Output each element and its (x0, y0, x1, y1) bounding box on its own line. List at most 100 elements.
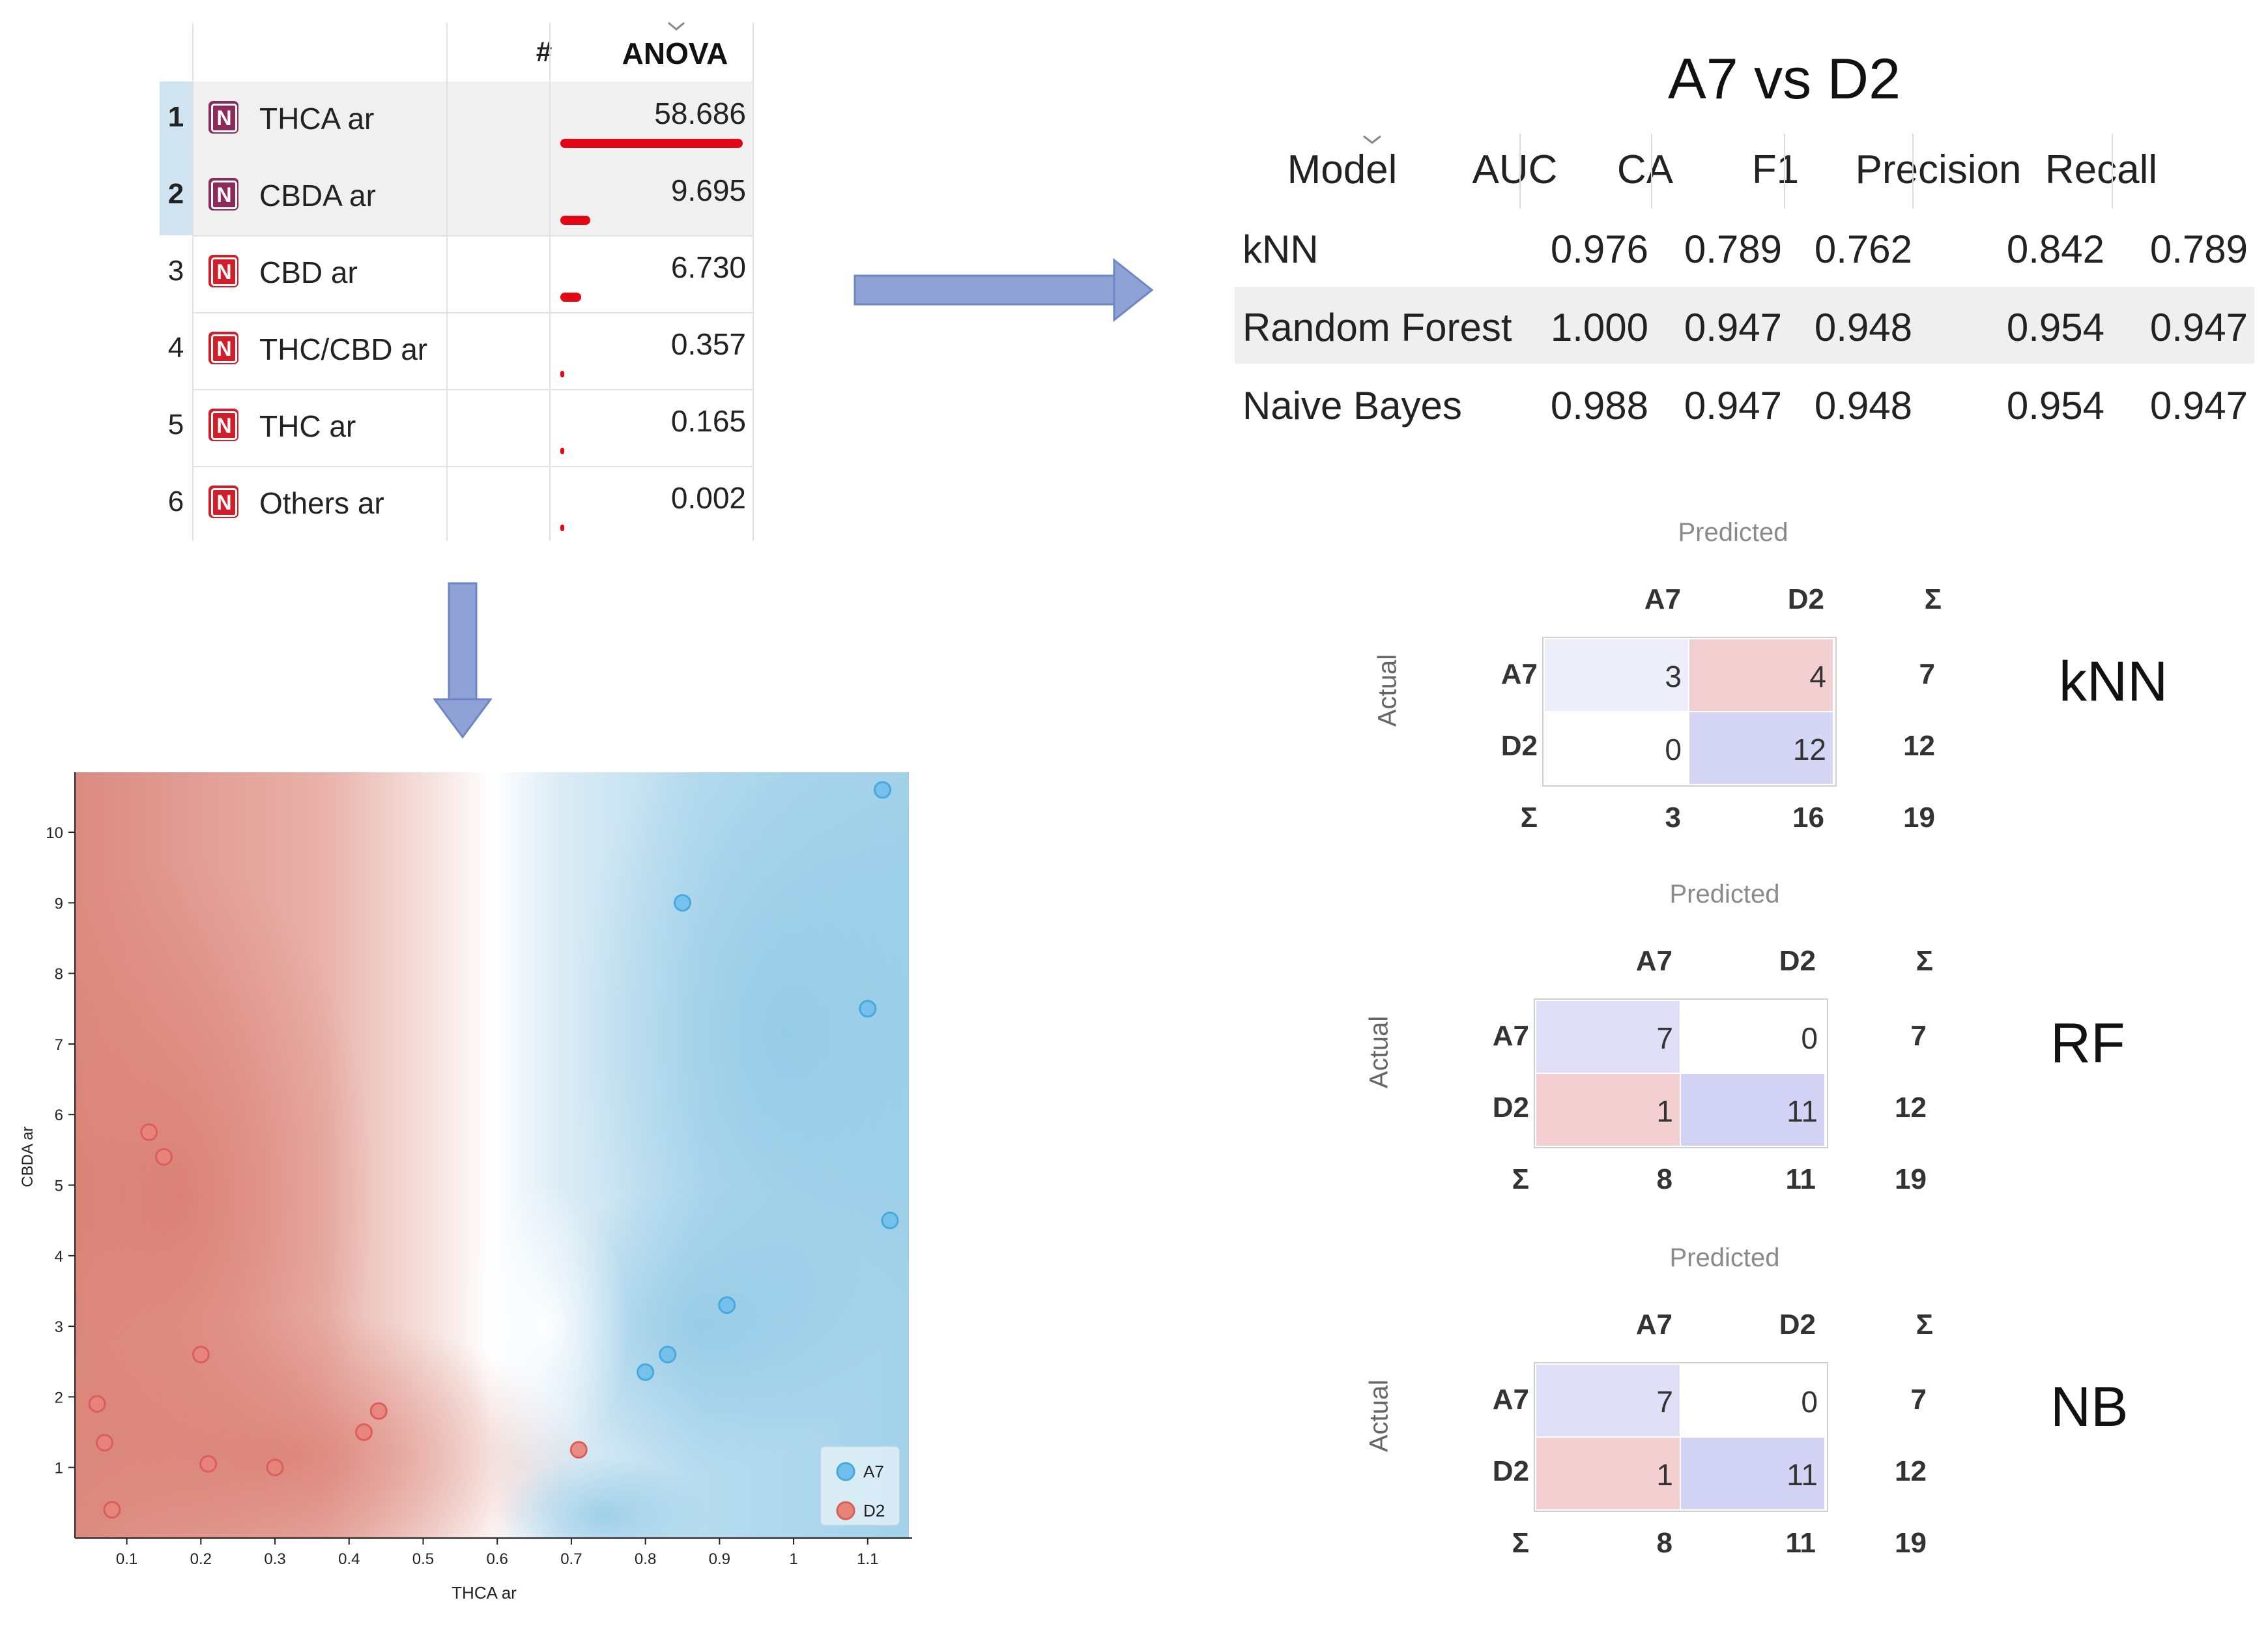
ca-column-header[interactable]: CA (1616, 147, 1674, 192)
numeric-variable-icon: N (208, 101, 238, 134)
rank-row[interactable]: 4 N THC/CBD ar 0.357 (160, 312, 754, 389)
rank-row[interactable]: 2 N CBDA ar 9.695 (160, 158, 754, 235)
precision-value: 0.954 (2006, 306, 2104, 349)
matrix-cell[interactable]: 1 (1536, 1074, 1680, 1146)
f1-value: 0.948 (1814, 384, 1912, 428)
row-index: 4 (167, 332, 184, 364)
actual-class-a7: A7 (1500, 658, 1538, 690)
data-point-a7[interactable] (881, 1212, 899, 1230)
cell-count: 0 (1801, 1021, 1818, 1055)
y-tick-label: 9 (55, 895, 63, 912)
anova-column-header[interactable]: ANOVA (622, 36, 728, 70)
score-bar (560, 216, 591, 225)
ca-value: 0.947 (1684, 306, 1782, 349)
feature-rank-table: # ANOVA 1 N THCA ar 58.686 2 N CBDA ar 9.695 3 N C… (160, 22, 754, 543)
matrix-cell[interactable]: 11 (1681, 1438, 1824, 1509)
sigma-row-header: Σ (1512, 1163, 1529, 1195)
f1-column-header[interactable]: F1 (1751, 147, 1800, 192)
row-total: 7 (1910, 1384, 1927, 1415)
metrics-row-random-forest[interactable]: Random Forest 1.000 0.947 0.948 0.954 0.… (1235, 287, 2254, 364)
matrix-cell[interactable]: 4 (1689, 639, 1833, 711)
matrix-cell[interactable]: 7 (1536, 1001, 1680, 1073)
confusion-matrix-knn: Predicted A7 D2 Σ Actual A7 D2 Σ 3 4 0 12 7 12 3 16 19 kN… (1342, 505, 2168, 850)
matrix-cell[interactable]: 0 (1545, 712, 1688, 784)
column-total: 3 (1665, 802, 1681, 834)
sort-chevron-icon (1363, 135, 1381, 144)
matrix-cell[interactable]: 1 (1536, 1438, 1680, 1509)
recall-column-header[interactable]: Recall (2045, 147, 2158, 192)
matrix-cell[interactable]: 7 (1536, 1365, 1680, 1436)
matrix-cell[interactable]: 0 (1681, 1365, 1824, 1436)
numeric-variable-icon: N (208, 255, 238, 287)
row-index: 2 (167, 178, 184, 210)
data-point-a7[interactable] (874, 781, 892, 799)
score-bar (560, 371, 564, 377)
matrix-cell[interactable]: 3 (1545, 639, 1688, 711)
y-tick-label: 1 (55, 1460, 63, 1477)
x-tick-label: 0.6 (486, 1550, 508, 1568)
cell-count: 4 (1809, 660, 1826, 693)
data-point-d2[interactable] (103, 1501, 121, 1519)
x-tick-label: 0.3 (264, 1550, 285, 1568)
decision-regions (75, 772, 909, 1538)
recall-value: 0.947 (2149, 306, 2248, 349)
matrix-cell[interactable]: 11 (1681, 1074, 1824, 1146)
legend-label-a7: A7 (863, 1462, 884, 1481)
hash-column-header[interactable]: # (536, 36, 553, 68)
precision-column-header[interactable]: Precision (1855, 147, 2022, 192)
data-point-a7[interactable] (659, 1345, 677, 1363)
column-total: 16 (1792, 802, 1824, 834)
cell-count: 11 (1787, 1458, 1818, 1492)
rank-row[interactable]: 1 N THCA ar 58.686 (160, 81, 754, 158)
metrics-row-naive-bayes[interactable]: Naive Bayes 0.988 0.947 0.948 0.954 0.94… (1235, 365, 2254, 442)
x-axis-label: THCA ar (452, 1583, 517, 1603)
arrow-down-icon (433, 582, 492, 738)
data-point-a7[interactable] (637, 1363, 655, 1382)
data-point-d2[interactable] (369, 1402, 388, 1420)
data-point-a7[interactable] (673, 893, 691, 912)
data-point-d2[interactable] (192, 1345, 210, 1363)
numeric-variable-icon: N (208, 332, 238, 364)
model-column-header[interactable]: Model (1287, 147, 1398, 192)
numeric-variable-badge-letter: N (211, 181, 237, 209)
cell-count: 3 (1665, 660, 1682, 693)
scatter-plot[interactable]: 0.1 0.2 0.3 0.4 0.5 0.6 0.7 0.8 0.9 1 1.1 1 2 3 4 5 6 7 8… (16, 772, 912, 1610)
matrix-cell[interactable]: 0 (1681, 1001, 1824, 1073)
matrix-cell[interactable]: 12 (1689, 712, 1833, 784)
data-point-d2[interactable] (95, 1434, 113, 1452)
auc-column-header[interactable]: AUC (1472, 147, 1558, 192)
data-point-d2[interactable] (354, 1423, 373, 1442)
grand-total: 19 (1903, 802, 1935, 834)
data-point-d2[interactable] (266, 1459, 284, 1477)
data-point-a7[interactable] (859, 1000, 877, 1018)
predicted-class-a7: A7 (1644, 583, 1681, 615)
model-label: NB (2050, 1376, 2129, 1438)
y-tick-label: 6 (55, 1107, 63, 1124)
anova-score: 0.165 (670, 404, 746, 438)
selection-indicator (160, 81, 192, 235)
data-point-d2[interactable] (140, 1123, 158, 1141)
data-point-d2[interactable] (199, 1455, 218, 1473)
data-point-d2[interactable] (88, 1395, 106, 1413)
x-tick-label: 0.2 (190, 1550, 212, 1568)
legend[interactable]: A7 D2 (820, 1446, 900, 1526)
grand-total: 19 (1895, 1163, 1927, 1195)
sigma-column-header: Σ (1924, 583, 1942, 615)
plot-axes (74, 772, 912, 1539)
auc-value: 1.000 (1550, 306, 1648, 349)
column-total: 11 (1785, 1527, 1816, 1559)
predicted-class-d2: D2 (1787, 583, 1824, 615)
rank-row[interactable]: 3 N CBD ar 6.730 (160, 235, 754, 312)
auc-value: 0.976 (1550, 227, 1648, 271)
row-index: 3 (167, 255, 184, 287)
x-tick-label: 0.5 (412, 1550, 434, 1568)
score-bar (560, 525, 564, 531)
data-point-d2[interactable] (154, 1148, 173, 1166)
data-point-a7[interactable] (718, 1296, 736, 1314)
metrics-row-knn[interactable]: kNN 0.976 0.789 0.762 0.842 0.789 (1235, 209, 2254, 285)
data-point-d2[interactable] (569, 1441, 588, 1459)
y-tick-label: 3 (55, 1318, 63, 1336)
rank-row[interactable]: 6 N Others ar 0.002 (160, 466, 754, 543)
model-name: Random Forest (1242, 306, 1512, 349)
rank-row[interactable]: 5 N THC ar 0.165 (160, 389, 754, 466)
